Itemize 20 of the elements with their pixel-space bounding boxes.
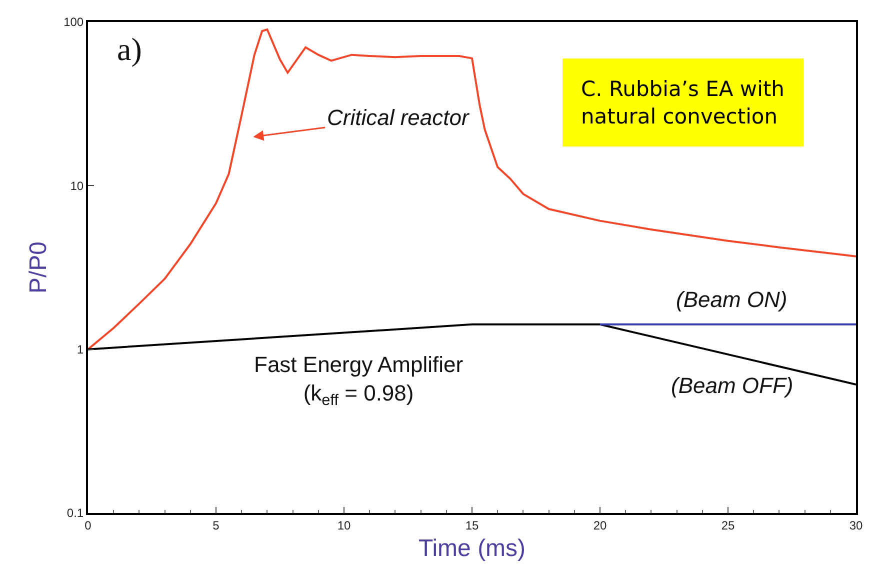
annotation: (Beam ON): [676, 287, 788, 312]
annotation: (Beam OFF): [671, 373, 794, 398]
y-axis-title: P/P0: [25, 241, 52, 294]
x-tick-label: 5: [212, 518, 220, 532]
x-tick-label: 30: [849, 518, 863, 532]
y-tick-label: 10: [70, 178, 84, 193]
line-series: [88, 28, 856, 350]
x-axis-title: Time (ms): [418, 535, 526, 562]
y-tick-label: 0.1: [66, 506, 84, 520]
annotation: C. Rubbia’s EA with natural convection: [581, 77, 784, 128]
x-tick-label: 20: [593, 518, 607, 532]
x-tick-label: 15: [465, 518, 479, 532]
annotation: Fast Energy Amplifier (k$_{eff}$ = 0.98): [254, 352, 464, 410]
y-tick-label: 1: [76, 342, 84, 357]
x-tick-label: 0: [84, 518, 92, 532]
annotation: a): [117, 31, 142, 67]
x-tick-label: 10: [337, 518, 351, 532]
y-tick-label: 100: [64, 15, 84, 30]
x-tick-label: 25: [721, 518, 735, 532]
annotation: Critical reactor: [327, 105, 470, 130]
